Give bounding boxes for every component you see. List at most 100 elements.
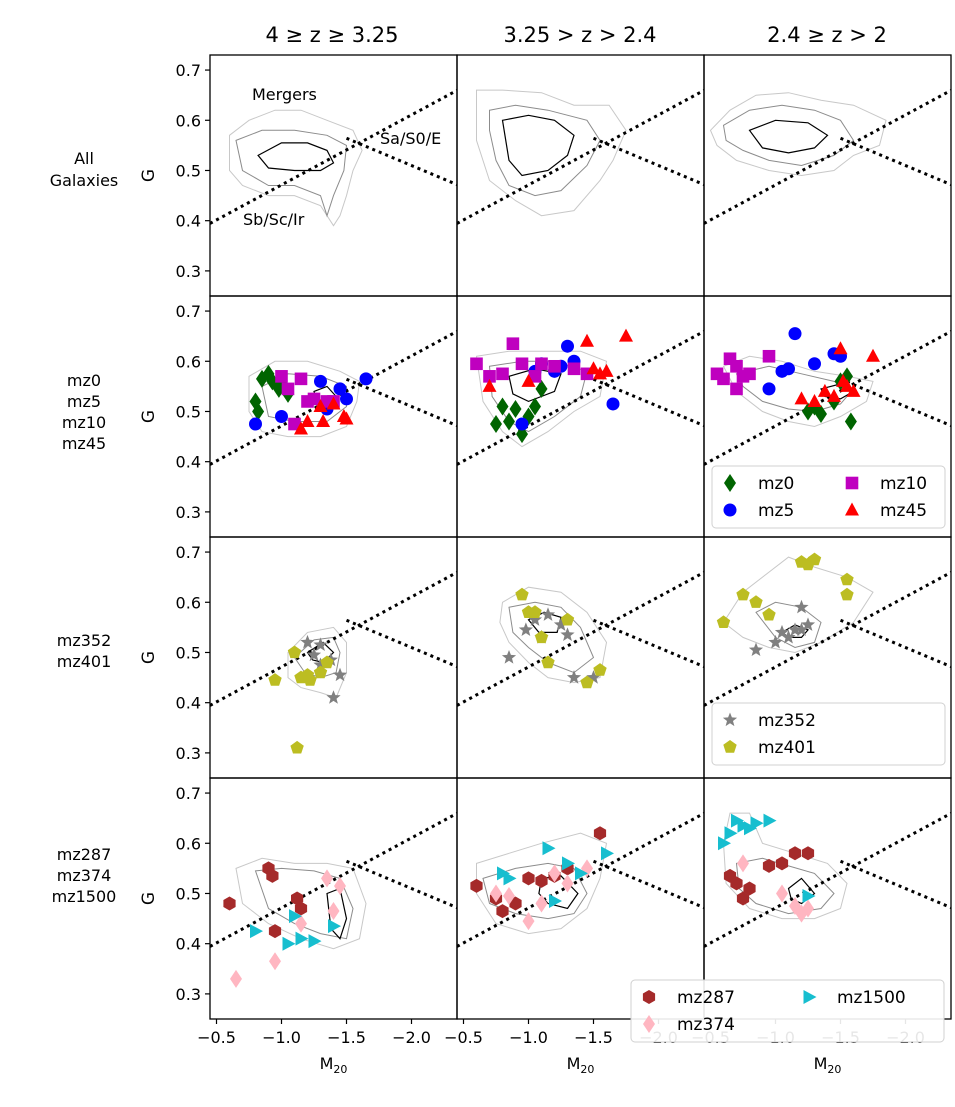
hubble-dividing-line (592, 136, 704, 186)
point-mz401 (541, 655, 555, 669)
point-mz401 (716, 615, 731, 628)
legend-box (711, 465, 946, 529)
panel-plot-area (704, 89, 951, 225)
column-title-2: 3.25 > z > 2.4 (503, 23, 656, 47)
point-mz5 (359, 372, 373, 386)
point-mz10 (496, 367, 509, 381)
panel-r4-c1: 0.3 0.4 0.5 0.6 0.7 G −0.5 −1.0 −1.5 −2.0 M20 (139, 777, 458, 1076)
row-label-line: mz45 (62, 434, 106, 453)
point-mz0 (496, 397, 509, 416)
legend-box (711, 702, 946, 766)
point-mz287 (535, 873, 548, 888)
panel-r3-c1: 0.3 0.4 0.5 0.6 0.7 G (139, 536, 458, 779)
panel-frame (209, 54, 458, 297)
y-tick-label: 0.6 (176, 834, 201, 853)
point-mz1500 (295, 931, 309, 946)
contour-outer (235, 857, 367, 950)
legend-marker-mz287 (642, 990, 656, 1004)
point-mz401 (313, 665, 328, 679)
point-mz1500 (503, 871, 517, 886)
y-axis-label: G (139, 169, 159, 182)
point-mz374 (334, 876, 346, 895)
point-mz352 (586, 670, 601, 684)
contour-inner (257, 142, 335, 172)
y-tick-label: 0.7 (176, 302, 201, 321)
point-mz401 (749, 595, 763, 608)
point-mz287 (294, 901, 308, 916)
point-mz287 (470, 878, 483, 893)
legend-label-mz10: mz10 (880, 474, 927, 494)
point-mz0 (503, 412, 515, 431)
point-mz401 (268, 673, 282, 686)
row-label-line: mz401 (57, 652, 112, 671)
point-mz352 (326, 690, 341, 704)
point-mz45 (482, 378, 497, 392)
point-mz1500 (289, 909, 302, 924)
row-label-2: mz0 mz5 mz10 mz45 (62, 371, 106, 453)
point-mz401 (528, 605, 542, 618)
legend-marker-mz1500 (803, 990, 817, 1004)
point-mz1500 (282, 936, 296, 951)
point-mz374 (327, 902, 340, 921)
panel-plot-area (210, 330, 457, 466)
point-mz0 (844, 412, 857, 431)
x-tick-label: −1.0 (262, 1028, 301, 1047)
point-mz10 (548, 359, 561, 373)
point-mz0 (529, 397, 541, 416)
contour-inner (538, 875, 579, 910)
point-mz10 (535, 357, 548, 371)
x-tick-label: −1.5 (327, 1028, 366, 1047)
point-mz10 (506, 337, 520, 350)
panel-plot-area (210, 812, 457, 988)
point-mz352 (787, 622, 803, 636)
y-tick-label: 0.4 (176, 212, 201, 231)
point-mz45 (807, 393, 822, 407)
x-tick-label: −1.0 (509, 1028, 548, 1047)
row-label-line: mz0 (67, 371, 101, 390)
point-mz5 (314, 374, 327, 388)
panel-r1-c1: 0.3 0.4 0.5 0.6 0.7 G Mergers Sa/S0/E Sb/Sc/Ir (139, 54, 458, 297)
point-mz45 (599, 363, 614, 377)
row-label-line: All (74, 149, 94, 168)
point-mz5 (275, 410, 288, 423)
point-mz45 (817, 383, 832, 397)
panel-r3-c2 (456, 536, 705, 779)
point-mz401 (762, 607, 776, 621)
point-mz5 (561, 339, 574, 353)
legend-1: mz0 mz10 mz5 mz45 (711, 465, 946, 529)
x-axis-label-subscript: 20 (333, 1063, 347, 1076)
point-mz5 (333, 382, 347, 396)
point-mz45 (580, 333, 594, 347)
point-mz5 (515, 417, 529, 431)
point-mz352 (794, 622, 809, 636)
point-mz352 (313, 657, 328, 672)
point-mz352 (518, 622, 533, 636)
point-mz374 (490, 884, 502, 903)
point-mz287 (730, 876, 743, 891)
point-mz401 (580, 675, 594, 689)
point-mz287 (736, 891, 750, 906)
point-mz10 (288, 417, 301, 431)
point-mz374 (230, 969, 242, 988)
point-mz352 (774, 624, 790, 639)
legend-3: mz287 mz1500 mz374 (630, 979, 945, 1043)
row-label-line: mz1500 (52, 887, 117, 906)
point-mz0 (535, 379, 548, 398)
point-mz287 (801, 846, 815, 861)
hubble-dividing-line (592, 618, 704, 668)
point-mz45 (316, 414, 331, 428)
point-mz5 (762, 382, 776, 396)
y-tick-label: 0.3 (176, 503, 201, 522)
point-mz287 (496, 904, 509, 919)
hubble-dividing-line (345, 859, 457, 909)
point-mz352 (332, 667, 348, 682)
point-mz352 (300, 634, 315, 649)
point-mz287 (788, 846, 802, 861)
y-axis-label: G (139, 892, 159, 905)
y-tick-label: 0.5 (176, 161, 201, 180)
legend-label-mz1500: mz1500 (837, 988, 906, 1008)
merger-dividing-line (457, 571, 704, 707)
hubble-dividing-line (839, 618, 951, 668)
point-mz5 (606, 397, 620, 411)
